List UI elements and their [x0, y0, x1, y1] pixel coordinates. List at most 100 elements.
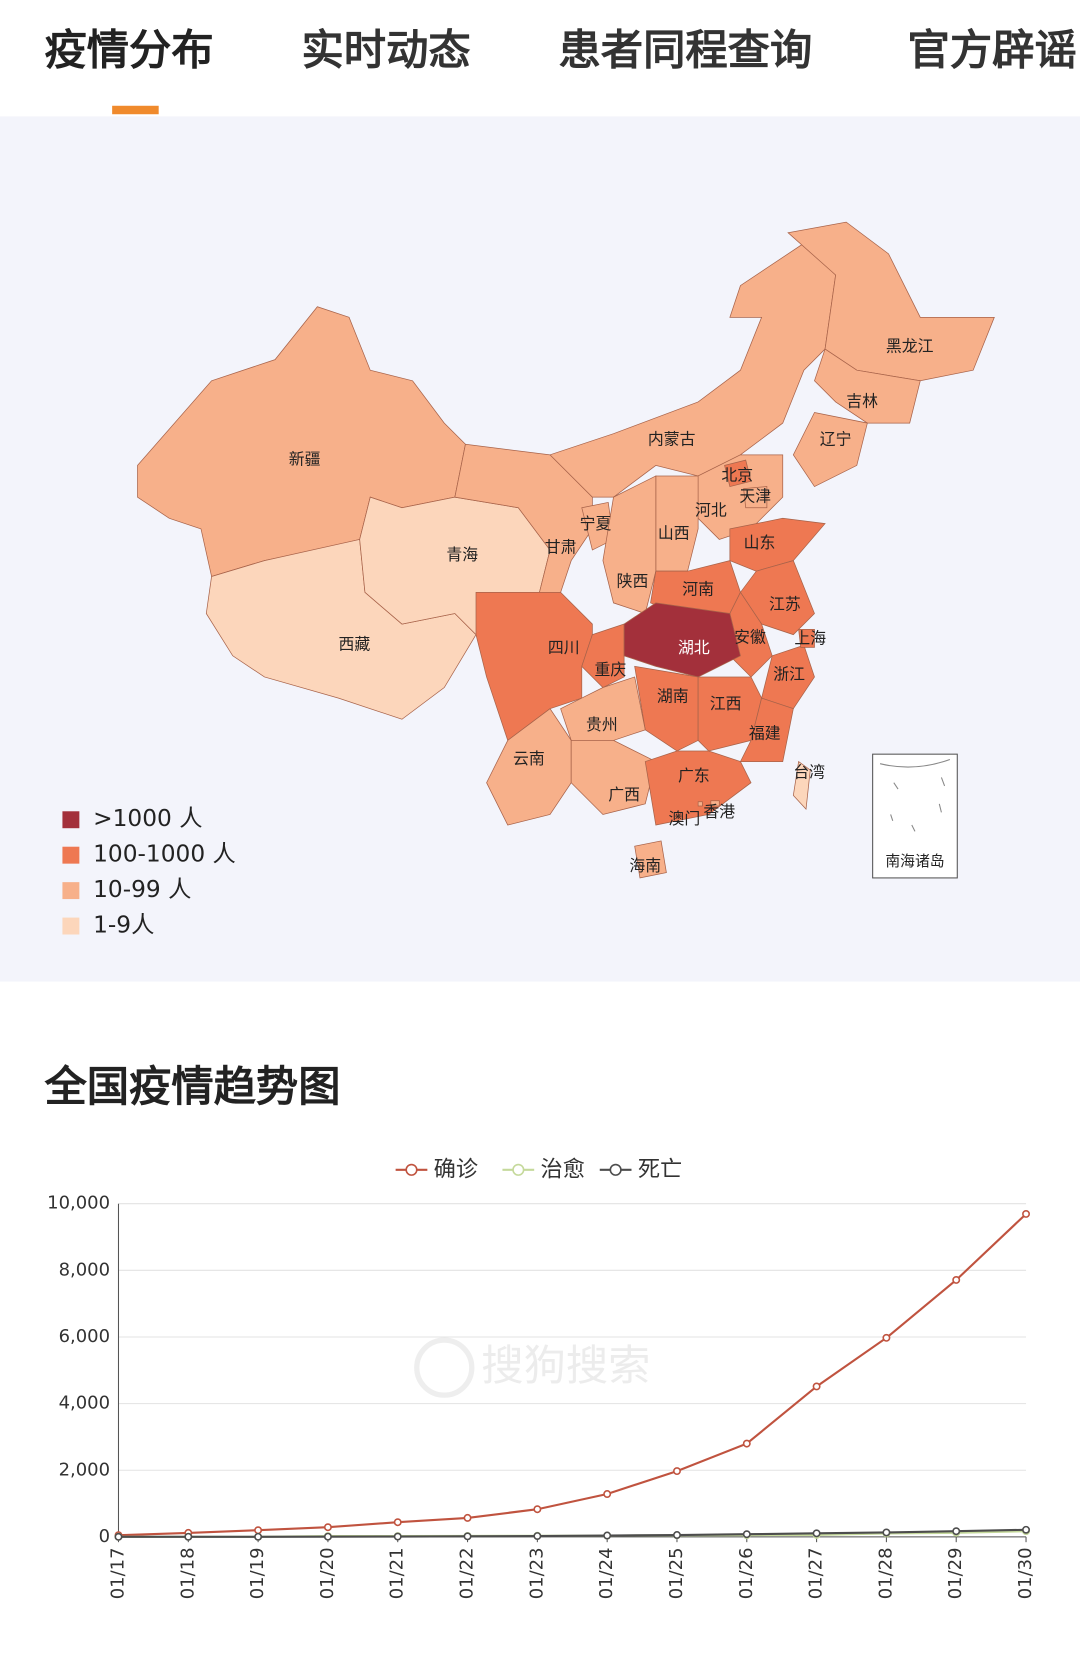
province-label: 海南 [629, 856, 661, 875]
legend-swatch[interactable] [62, 846, 80, 864]
data-point [323, 1532, 332, 1541]
province-label: 山西 [658, 524, 690, 543]
watermark: 搜狗搜索 [481, 1341, 650, 1390]
province-label: 青海 [446, 545, 478, 564]
province[interactable] [743, 486, 768, 509]
legend-swatch[interactable] [62, 917, 80, 935]
province-label: 辽宁 [820, 430, 852, 449]
province-label: 湖北 [678, 638, 710, 657]
province-label: 安徽 [734, 627, 766, 646]
data-point [952, 1276, 961, 1284]
inset-label: 南海诸岛 [885, 853, 944, 870]
legend-marker[interactable] [405, 1163, 418, 1176]
data-point [603, 1531, 612, 1540]
province-label: 内蒙古 [648, 430, 696, 449]
province-label: 北京 [721, 465, 753, 484]
data-point [114, 1532, 123, 1541]
province[interactable] [623, 602, 741, 678]
province-label: 湖南 [657, 687, 689, 706]
tab[interactable]: 官方辟谣 [908, 25, 1077, 74]
data-point [742, 1530, 751, 1539]
x-tick-label: 01/23 [526, 1547, 547, 1599]
province-label: 上海 [794, 628, 826, 647]
province[interactable] [486, 708, 572, 826]
data-point [254, 1532, 263, 1541]
province-label: 福建 [749, 724, 781, 743]
legend-label[interactable]: 死亡 [638, 1156, 682, 1182]
province[interactable] [814, 348, 921, 424]
tab[interactable]: 疫情分布 [44, 25, 213, 74]
inset-islands [879, 758, 951, 832]
x-tick-label: 01/28 [875, 1547, 896, 1599]
province-label: 四川 [548, 638, 580, 657]
province[interactable] [634, 840, 667, 879]
province-label: 澳门 [669, 809, 701, 828]
province[interactable] [798, 628, 815, 648]
province[interactable] [787, 221, 995, 382]
x-tick-label: 01/26 [736, 1547, 757, 1599]
legend-swatch[interactable] [62, 882, 80, 900]
x-tick-label: 01/30 [1015, 1547, 1036, 1599]
data-point [882, 1528, 891, 1537]
legend-swatch[interactable] [62, 811, 80, 829]
province-label: 陕西 [617, 571, 649, 590]
data-point [463, 1532, 472, 1541]
x-tick-label: 01/29 [945, 1547, 966, 1599]
province[interactable] [761, 644, 815, 710]
province[interactable] [739, 697, 794, 762]
data-point [323, 1523, 332, 1532]
province-label: 河北 [695, 500, 727, 519]
tab[interactable]: 实时动态 [301, 25, 470, 74]
province-label: 香港 [703, 802, 735, 821]
province-label: 吉林 [846, 391, 878, 410]
province[interactable] [792, 412, 868, 488]
watermark-logo [414, 1337, 475, 1398]
y-tick-label: 10,000 [47, 1193, 110, 1214]
province-label: 甘肃 [545, 537, 577, 556]
inset-box [872, 753, 958, 879]
data-point [463, 1513, 472, 1522]
province-label: 云南 [513, 749, 545, 768]
data-point [673, 1467, 681, 1476]
province[interactable] [697, 801, 703, 807]
x-tick-label: 01/25 [666, 1547, 687, 1599]
tab[interactable]: 患者同程查询 [559, 25, 813, 74]
legend-label: >1000 人 [93, 805, 202, 832]
legend-label[interactable]: 确诊 [434, 1156, 478, 1182]
legend-marker[interactable] [609, 1163, 622, 1176]
data-point [603, 1490, 612, 1498]
x-tick-label: 01/17 [107, 1547, 128, 1599]
province[interactable] [697, 454, 784, 540]
province-label: 台湾 [793, 763, 825, 782]
province-label: 贵州 [586, 715, 618, 734]
tab-bar [0, 0, 1080, 117]
legend-label: 100-1000 人 [93, 841, 236, 868]
data-point [393, 1532, 402, 1541]
province[interactable] [710, 800, 720, 807]
province[interactable] [581, 623, 625, 688]
province[interactable] [475, 591, 593, 742]
province-label: 浙江 [773, 664, 805, 683]
legend-label: 1-9人 [93, 912, 154, 939]
series-line [118, 1528, 1027, 1538]
province-label: 广西 [608, 785, 640, 804]
province-label: 宁夏 [580, 514, 612, 533]
province[interactable] [724, 459, 752, 488]
legend-marker[interactable] [512, 1163, 525, 1176]
province[interactable] [792, 760, 811, 811]
data-point [254, 1526, 263, 1535]
province-label: 西藏 [339, 635, 371, 654]
x-tick-label: 01/22 [457, 1547, 478, 1599]
data-point [184, 1532, 193, 1541]
legend-label[interactable]: 治愈 [541, 1156, 585, 1182]
active-tab-indicator [112, 105, 159, 115]
province[interactable] [644, 750, 752, 826]
data-point [533, 1505, 542, 1514]
province-label: 重庆 [594, 660, 626, 679]
data-point [742, 1439, 751, 1448]
province-label: 河南 [682, 580, 714, 599]
y-tick-label: 0 [99, 1526, 110, 1547]
legend-label: 10-99 人 [93, 876, 191, 903]
data-point [1022, 1209, 1030, 1218]
